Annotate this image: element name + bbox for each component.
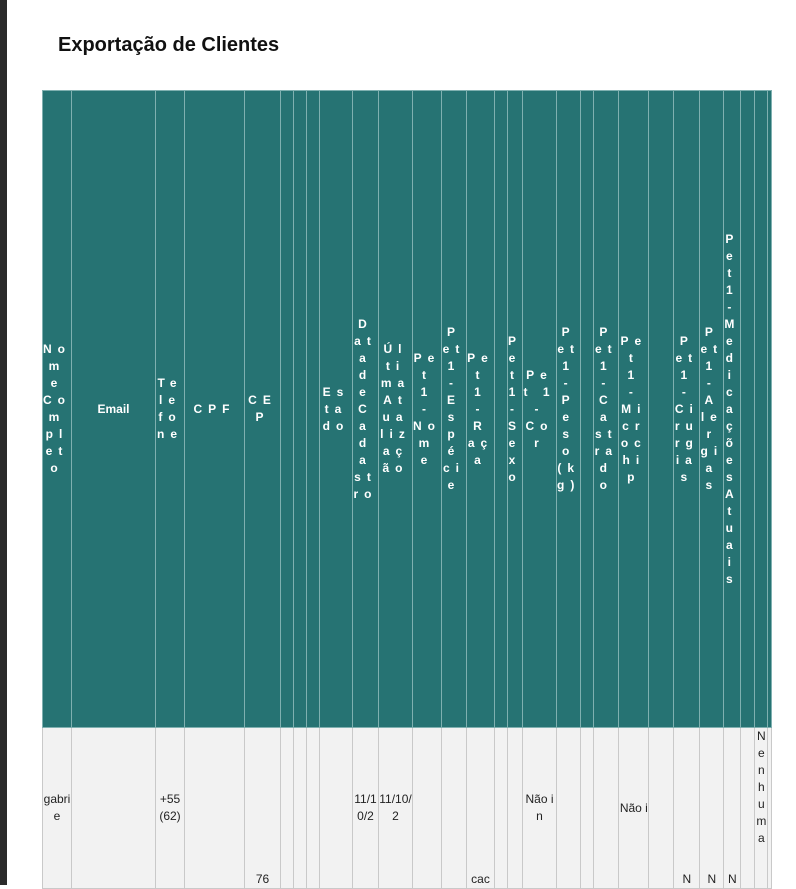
column-header[interactable]: Pet 1 - Castrado	[593, 90, 620, 728]
table-cell: +55(62)	[155, 727, 185, 889]
column-header[interactable]	[280, 90, 294, 728]
column-header[interactable]: Pet 1 - Cor	[522, 90, 558, 728]
column-header[interactable]: Pet 1 - Espécie	[441, 90, 467, 728]
column-header[interactable]: Pet 1 - Raça	[466, 90, 495, 728]
table-cell: 76	[244, 727, 281, 889]
column-header[interactable]: Pet 1 - Sexo	[506, 90, 524, 728]
column-header[interactable]	[767, 90, 773, 728]
table-cell: N	[699, 727, 725, 889]
column-header[interactable]: Pet 1 - Microchip	[618, 90, 650, 728]
table-cell: Não in	[522, 727, 558, 889]
table-cell	[71, 727, 156, 889]
table-cell: N	[723, 727, 742, 889]
column-header[interactable]: Nome Completo	[42, 90, 72, 728]
table-cell	[580, 727, 595, 889]
page-title: Exportação de Clientes	[58, 34, 280, 56]
column-header[interactable]: Pet 1 - Medicações Atuais	[723, 90, 742, 728]
table-cell	[441, 727, 467, 889]
table-cell	[412, 727, 442, 889]
column-header[interactable]: Telefone	[155, 90, 185, 728]
column-header[interactable]: Pet 1 - Peso (kg)	[556, 90, 582, 728]
table-cell	[319, 727, 353, 889]
column-header[interactable]: Pet 1 - Alergias	[699, 90, 725, 728]
table-cell: Não i	[618, 727, 650, 889]
table-cell	[593, 727, 620, 889]
table-cell	[506, 727, 524, 889]
table-cell	[280, 727, 294, 889]
table-cell	[767, 727, 773, 889]
table-cell: gabrie	[42, 727, 72, 889]
column-header[interactable]: Estado	[319, 90, 353, 728]
table-cell	[494, 727, 508, 889]
table-cell	[306, 727, 320, 889]
column-header[interactable]	[293, 90, 307, 728]
column-header[interactable]	[494, 90, 508, 728]
table-cell: 11/10/2	[352, 727, 379, 889]
column-header[interactable]	[754, 90, 769, 728]
table-cell	[648, 727, 675, 889]
column-header[interactable]	[580, 90, 595, 728]
column-header[interactable]: Última Atualização	[378, 90, 413, 728]
table-cell: cac	[466, 727, 495, 889]
column-header[interactable]	[648, 90, 675, 728]
table-cell	[293, 727, 307, 889]
column-header[interactable]: CPF	[184, 90, 245, 728]
window-left-edge	[0, 0, 7, 885]
column-header[interactable]	[306, 90, 320, 728]
table-cell: N	[673, 727, 701, 889]
table-cell	[740, 727, 756, 889]
column-header[interactable]: CEP	[244, 90, 281, 728]
column-header[interactable]: Email	[71, 90, 156, 728]
table-cell	[184, 727, 245, 889]
clients-table: Nome Completo Email Telefone CPF CEP Est…	[42, 90, 773, 889]
table-cell: 11/10/2	[378, 727, 413, 889]
table-cell	[556, 727, 582, 889]
column-header[interactable]: Pet 1 - Nome	[412, 90, 442, 728]
column-header[interactable]: Data de Cadastro	[352, 90, 379, 728]
column-header[interactable]	[740, 90, 756, 728]
column-header[interactable]: Pet 1 - Cirurgias	[673, 90, 701, 728]
table-header-row: Nome Completo Email Telefone CPF CEP Est…	[42, 90, 773, 728]
table-cell: Nenhuma	[754, 727, 769, 889]
table-row[interactable]: gabrie +55(62) 76 11/10/2 11/10/2 cac Nã…	[42, 727, 773, 889]
